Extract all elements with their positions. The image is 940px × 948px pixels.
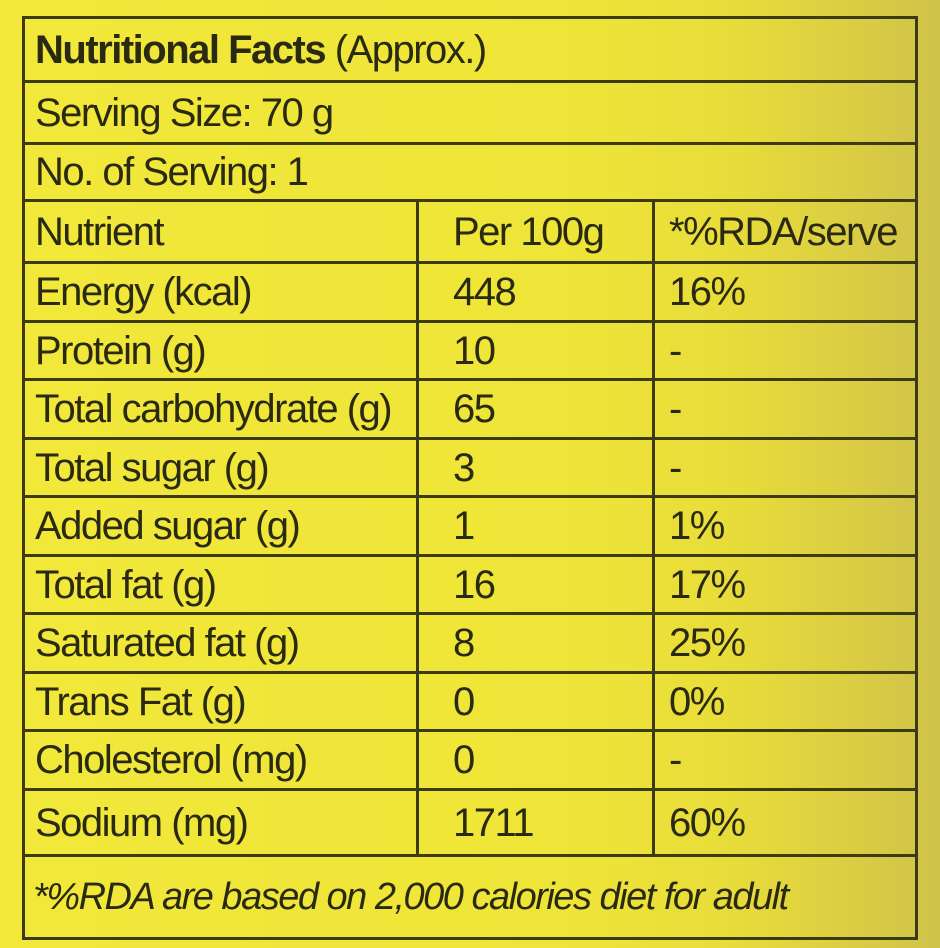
- title-bold: Nutritional Facts: [35, 27, 327, 72]
- table-row: Trans Fat (g) 0 0%: [25, 674, 915, 732]
- per-100g-value: 8: [416, 615, 652, 671]
- header-nutrient: Nutrient: [35, 209, 165, 254]
- nutrient-name: Total fat (g): [35, 562, 217, 607]
- table-title: Nutritional Facts (Approx.): [25, 19, 915, 80]
- rda-value: 1%: [652, 498, 915, 554]
- nutrition-table: Nutritional Facts (Approx.) Serving Size…: [22, 16, 918, 940]
- table-row: Protein (g) 10-: [25, 323, 915, 381]
- per-100g-value: 0: [416, 732, 652, 788]
- header-per-100g: Per 100g: [416, 202, 652, 261]
- nutrient-name: Sodium (mg): [35, 800, 249, 845]
- rda-value: 60%: [652, 791, 915, 854]
- rda-value: -: [652, 381, 915, 437]
- per-100g-value: 3: [416, 440, 652, 495]
- per-100g-value: 65: [416, 381, 652, 437]
- nutrient-name: Energy (kcal): [35, 270, 253, 314]
- table-row: Saturated fat (g) 8 25%: [25, 615, 915, 674]
- per-100g-value: 16: [416, 557, 652, 612]
- per-100g-value: 1: [416, 498, 652, 554]
- rda-value: 0%: [652, 674, 915, 729]
- nutrient-name: Saturated fat (g): [35, 621, 300, 665]
- footnote: *%RDA are based on 2,000 calories diet f…: [33, 875, 789, 918]
- nutrient-name: Trans Fat (g): [35, 679, 247, 724]
- per-100g-value: 448: [416, 264, 652, 320]
- table-row: Total carbohydrate (g) 65-: [25, 381, 915, 440]
- table-row: Sodium (mg) 1711 60%: [25, 791, 915, 857]
- per-100g-value: 10: [416, 323, 652, 378]
- per-100g-value: 0: [416, 674, 652, 729]
- table-row: Cholesterol (mg) 0-: [25, 732, 915, 791]
- serving-size: Serving Size: 70 g: [35, 90, 334, 135]
- rda-value: 25%: [652, 615, 915, 671]
- nutrient-name: Protein (g): [35, 328, 207, 373]
- rda-value: 17%: [652, 557, 915, 612]
- nutrient-name: Added sugar (g): [35, 504, 301, 548]
- servings-count: No. of Serving: 1: [35, 150, 309, 194]
- servings-row: No. of Serving: 1: [25, 145, 915, 202]
- rda-value: -: [652, 440, 915, 495]
- table-row: Energy (kcal) 448 16%: [25, 264, 915, 323]
- serving-size-row: Serving Size: 70 g: [25, 83, 915, 145]
- table-row: Added sugar (g) 1 1%: [25, 498, 915, 557]
- rda-value: -: [652, 732, 915, 788]
- title-approx: (Approx.): [325, 27, 487, 72]
- table-row: Total fat (g) 16 17%: [25, 557, 915, 615]
- nutrient-name: Total carbohydrate (g): [35, 387, 393, 431]
- nutrient-name: Total sugar (g): [35, 445, 270, 490]
- title-row: Nutritional Facts (Approx.): [25, 19, 915, 83]
- rda-value: -: [652, 323, 915, 378]
- nutrient-name: Cholesterol (mg): [35, 738, 308, 782]
- per-100g-value: 1711: [416, 791, 652, 854]
- rda-value: 16%: [652, 264, 915, 320]
- header-rda: *%RDA/serve: [652, 202, 915, 261]
- table-row: Total sugar (g) 3-: [25, 440, 915, 498]
- header-row: Nutrient Per 100g *%RDA/serve: [25, 202, 915, 264]
